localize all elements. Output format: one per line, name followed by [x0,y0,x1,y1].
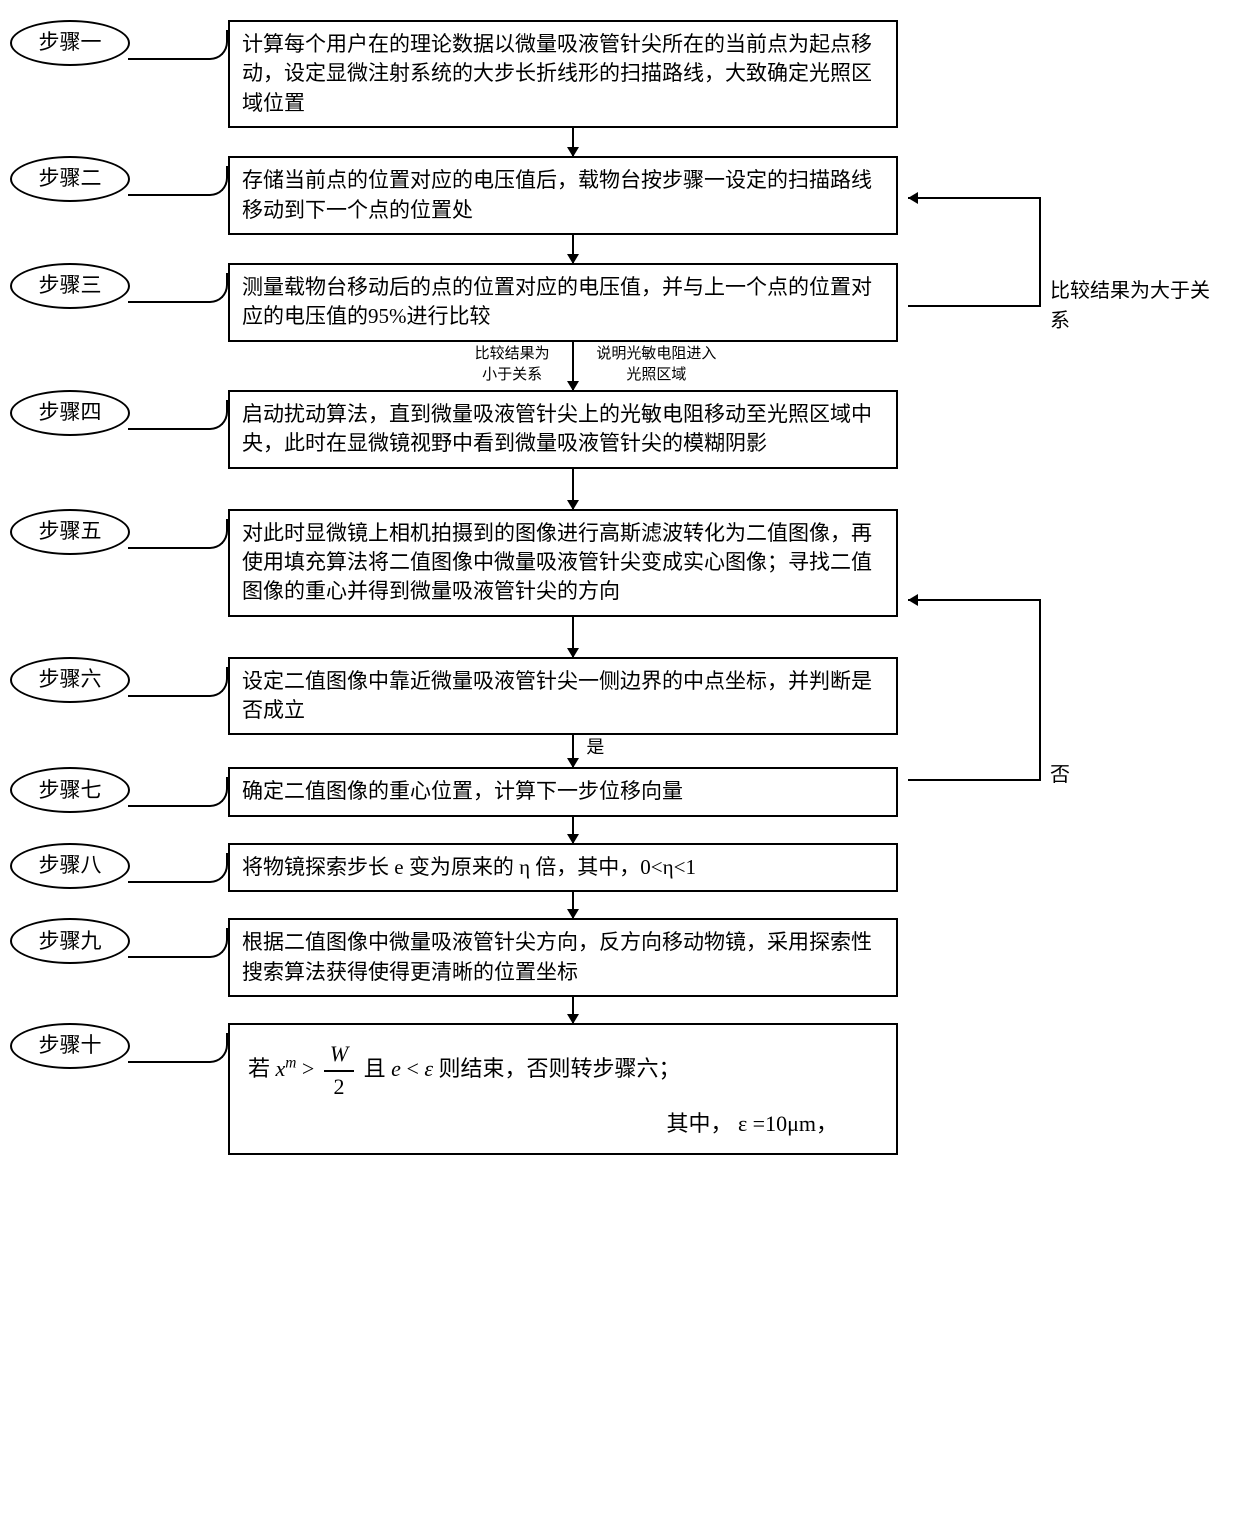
formula-lt: < [401,1056,424,1081]
step-7-label: 步骤七 [10,767,130,813]
step-3-label: 步骤三 [10,263,130,309]
formula-tail: 则结束，否则转步骤六； [433,1056,681,1081]
formula-var-x: x [276,1056,286,1081]
step-5-label: 步骤五 [10,509,130,555]
step-9-label: 步骤九 [10,918,130,964]
step-3-box: 测量载物台移动后的点的位置对应的电压值，并与上一个点的位置对应的电压值的95%进… [228,263,898,342]
connector [128,519,228,549]
arrow-down-icon [572,469,574,509]
branch-label-explain: 说明光敏电阻进入 光照区域 [586,344,716,386]
arrow-down-icon [572,235,574,263]
arrow-down-icon [572,997,574,1023]
step-1-box: 计算每个用户在的理论数据以微量吸液管针尖所在的当前点为起点移动，设定显微注射系统… [228,20,898,128]
formula-fraction: W2 [324,1039,354,1103]
step-8-box: 将物镜探索步长 e 变为原来的 η 倍，其中，0<η<1 [228,843,898,892]
formula-gt: > [296,1056,319,1081]
branch-label-yes: 是 [586,735,604,760]
arrow-down-icon [572,617,574,657]
arrow-down-icon [572,817,574,843]
step-4-label: 步骤四 [10,390,130,436]
formula-var-eps: ε [424,1056,433,1081]
step-2-box: 存储当前点的位置对应的电压值后，载物台按步骤一设定的扫描路线移动到下一个点的位置… [228,156,898,235]
step-10-box: 若 xm > W2 且 e < ε 则结束，否则转步骤六； 其中， ε =10μ… [228,1023,898,1155]
arrow-down-icon [572,128,574,156]
arrow-down-icon [572,892,574,918]
step-8-label: 步骤八 [10,843,130,889]
connector [128,853,228,883]
connector [128,273,228,303]
formula-sup-m: m [285,1055,296,1072]
step-2-label: 步骤二 [10,156,130,202]
connector [128,400,228,430]
formula-and: 且 [358,1056,391,1081]
connector [128,777,228,807]
connector [128,667,228,697]
step-7-box: 确定二值图像的重心位置，计算下一步位移向量 [228,767,898,816]
branch-label-lt: 比较结果为 小于关系 [475,344,560,386]
arrow-down-icon [572,735,574,767]
step-9-box: 根据二值图像中微量吸液管针尖方向，反方向移动物镜，采用探索性搜索算法获得使得更清… [228,918,898,997]
arrow-down-icon [572,342,574,390]
step-4-box: 启动扰动算法，直到微量吸液管针尖上的光敏电阻移动至光照区域中央，此时在显微镜视野… [228,390,898,469]
connector [128,30,228,60]
connector [128,928,228,958]
formula-line2: 其中， ε =10μm， [248,1109,878,1140]
step-6-label: 步骤六 [10,657,130,703]
step-10-label: 步骤十 [10,1023,130,1069]
connector [128,1033,228,1063]
step-5-box: 对此时显微镜上相机拍摄到的图像进行高斯滤波转化为二值图像，再使用填充算法将二值图… [228,509,898,617]
formula-var-e: e [391,1056,401,1081]
connector [128,166,228,196]
step-1-label: 步骤一 [10,20,130,66]
formula-prefix: 若 [248,1056,276,1081]
step-6-box: 设定二值图像中靠近微量吸液管针尖一侧边界的中点坐标，并判断是否成立 [228,657,898,736]
